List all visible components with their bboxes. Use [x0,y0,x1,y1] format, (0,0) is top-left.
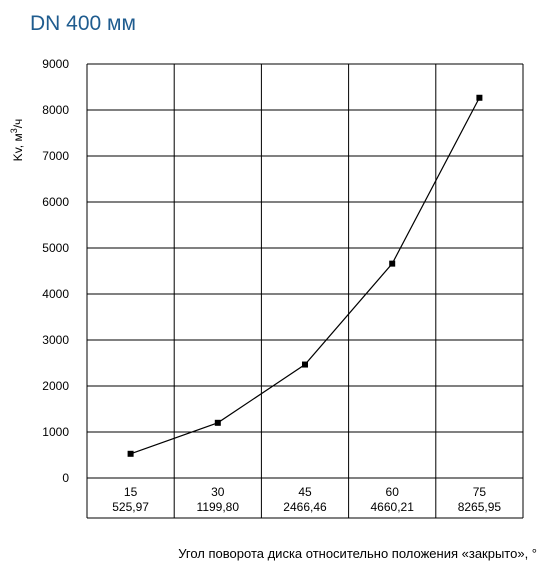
x-tick-label: 30 [211,485,225,499]
y-tick-label: 8000 [42,103,69,117]
y-tick-label: 6000 [42,195,69,209]
y-axis-label: Kv, м3/ч [9,119,25,162]
data-point [302,361,308,368]
y-tick-label: 0 [62,471,69,485]
x-value-label: 1199,80 [197,500,240,514]
y-tick-label: 5000 [42,241,69,255]
y-tick-labels: 0 1000 2000 3000 4000 5000 6000 7000 8000 9000 [42,57,69,485]
y-tick-label: 1000 [42,425,69,439]
y-tick-label: 3000 [42,333,69,347]
y-tick-label: 4000 [42,287,69,301]
x-axis-label: Угол поворота диска относительно положен… [178,546,537,561]
series-line [127,94,483,457]
x-value-label: 525,97 [112,500,149,514]
x-tick-label: 45 [298,485,312,499]
data-point [389,260,396,267]
y-tick-label: 7000 [42,149,69,163]
data-point [127,450,134,457]
y-tick-label: 2000 [42,379,69,393]
x-value-label: 8265,95 [458,500,502,514]
y-tick-label: 9000 [42,57,69,71]
x-tick-label: 15 [124,485,138,499]
x-tick-label: 60 [386,485,400,499]
x-tick-label: 75 [473,485,487,499]
data-point [476,94,483,101]
x-value-label: 2466,46 [283,500,327,514]
chart-title: DN 400 мм [30,12,136,35]
grid-lines [86,63,524,518]
data-point [214,419,221,426]
series-polyline [130,97,480,455]
x-value-label: 4660,21 [371,500,415,514]
